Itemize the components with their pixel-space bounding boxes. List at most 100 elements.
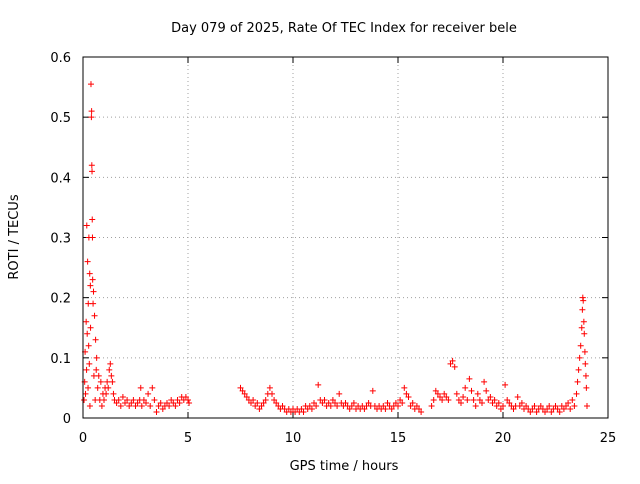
data-point xyxy=(401,384,408,391)
data-point xyxy=(506,399,513,406)
data-point xyxy=(458,399,464,406)
data-point xyxy=(548,408,555,415)
data-point xyxy=(86,270,93,277)
data-point xyxy=(476,396,483,403)
data-point xyxy=(447,360,454,367)
data-point xyxy=(567,405,574,412)
data-point xyxy=(518,399,525,406)
data-point xyxy=(186,399,193,406)
data-point xyxy=(470,396,477,403)
data-point xyxy=(502,381,509,388)
data-point xyxy=(170,399,177,406)
data-point xyxy=(361,405,368,412)
data-point xyxy=(258,402,265,409)
data-point xyxy=(397,396,404,403)
data-point xyxy=(565,399,572,406)
data-point xyxy=(93,366,100,373)
data-point xyxy=(405,393,412,400)
axis-ticks xyxy=(82,56,609,419)
data-point xyxy=(140,396,147,403)
data-point xyxy=(464,396,471,403)
data-point xyxy=(130,396,137,403)
data-point xyxy=(493,402,500,409)
data-point xyxy=(546,402,553,409)
data-point xyxy=(89,276,96,283)
data-point xyxy=(313,402,320,409)
data-point xyxy=(108,372,115,379)
data-point xyxy=(578,324,585,331)
data-point xyxy=(145,390,152,397)
data-point xyxy=(300,408,307,415)
data-point xyxy=(311,399,317,406)
data-point xyxy=(128,399,135,406)
data-point xyxy=(298,405,305,412)
data-point xyxy=(514,393,521,400)
y-tick-label: 0.5 xyxy=(50,111,71,126)
data-point xyxy=(91,312,98,319)
data-point xyxy=(266,384,273,391)
data-point xyxy=(143,399,149,406)
data-point xyxy=(430,396,437,403)
data-point xyxy=(439,396,446,403)
data-point xyxy=(533,408,540,415)
data-point xyxy=(544,405,551,412)
data-point xyxy=(434,390,441,397)
data-point xyxy=(554,405,561,412)
data-point xyxy=(101,396,107,403)
data-point xyxy=(403,390,410,397)
data-point xyxy=(392,399,399,406)
data-point xyxy=(483,387,490,394)
data-point xyxy=(103,390,110,397)
data-point xyxy=(581,330,588,337)
data-point xyxy=(86,360,93,367)
data-point xyxy=(87,81,94,88)
data-point xyxy=(581,348,588,355)
data-point xyxy=(380,402,387,409)
data-point xyxy=(388,405,395,412)
data-point xyxy=(89,168,96,175)
data-point xyxy=(151,396,158,403)
data-point xyxy=(126,402,133,409)
data-point xyxy=(176,399,183,406)
data-point xyxy=(468,387,475,394)
data-point xyxy=(87,324,94,331)
data-point xyxy=(90,288,97,295)
grid-lines xyxy=(83,57,608,418)
data-point xyxy=(382,405,389,412)
data-point xyxy=(166,402,173,409)
y-tick-label: 0.2 xyxy=(50,292,71,307)
data-point xyxy=(504,396,511,403)
data-point xyxy=(119,393,126,400)
y-tick-label: 0.4 xyxy=(50,171,71,186)
data-point xyxy=(164,399,170,406)
data-point xyxy=(239,387,246,394)
data-point xyxy=(260,399,267,406)
data-point xyxy=(369,387,376,394)
data-point xyxy=(495,399,502,406)
data-point xyxy=(573,390,580,397)
data-point xyxy=(124,396,131,403)
data-point xyxy=(569,396,576,403)
data-point xyxy=(346,405,353,412)
data-point xyxy=(89,216,96,223)
data-point xyxy=(269,390,275,397)
data-point xyxy=(87,282,94,289)
data-point xyxy=(153,408,160,415)
y-axis-label: ROTI / TECUs xyxy=(7,194,22,279)
data-point xyxy=(453,390,460,397)
data-point xyxy=(84,330,91,337)
data-point xyxy=(83,366,90,373)
data-point xyxy=(279,402,286,409)
data-point xyxy=(174,396,181,403)
data-point xyxy=(157,399,164,406)
data-point xyxy=(334,402,341,409)
data-point xyxy=(89,234,96,241)
x-axis-label: GPS time / hours xyxy=(290,459,399,474)
data-point xyxy=(537,402,544,409)
y-tick-label: 0.3 xyxy=(50,232,71,247)
data-point xyxy=(432,387,439,394)
data-point xyxy=(428,402,435,409)
data-point xyxy=(384,399,391,406)
data-point xyxy=(94,384,101,391)
x-tick-label: 10 xyxy=(285,431,302,446)
